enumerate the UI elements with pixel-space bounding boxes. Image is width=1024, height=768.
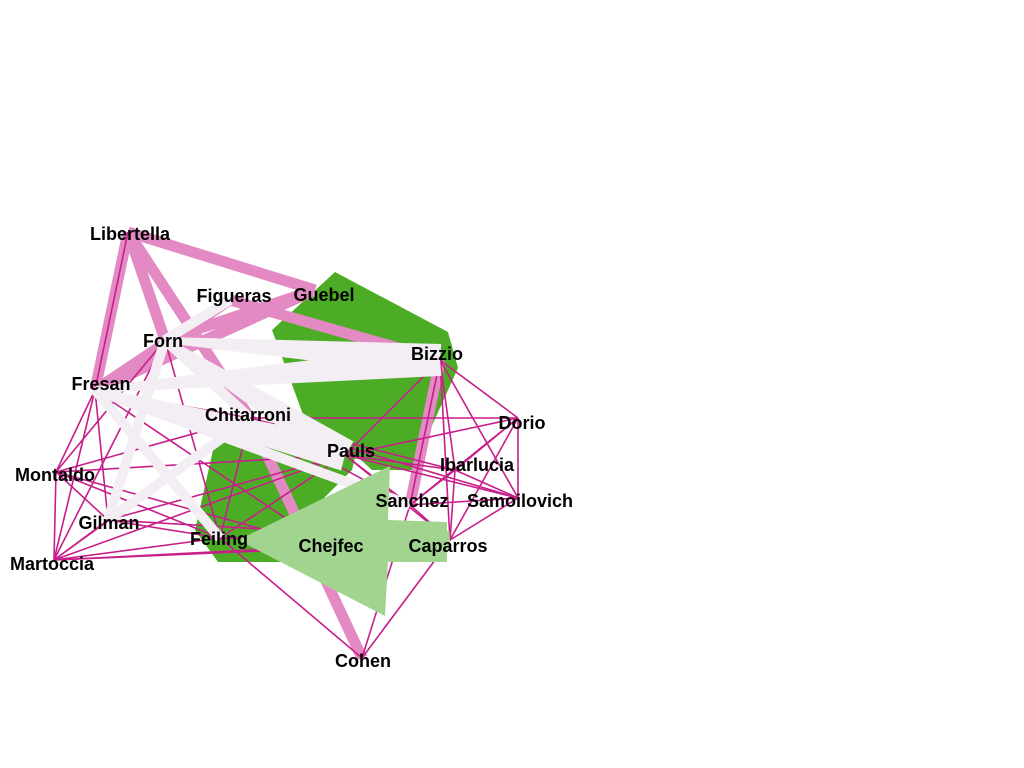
edge-fresan-feiling (91, 386, 224, 542)
edge-forn-figueras (162, 295, 233, 345)
edge-martoccia-forn (53, 339, 166, 561)
node-label-fresan: Fresan (71, 374, 130, 394)
edge-bizzio-caparros (439, 359, 451, 541)
edge-libertella-guebel (126, 226, 317, 296)
node-label-gilman: Gilman (78, 513, 139, 533)
edge-chejfec-caparros (329, 531, 451, 557)
edge-samoilovich-sanchez (409, 497, 519, 506)
node-label-forn: Forn (143, 331, 183, 351)
edge-fresan-libertella (94, 231, 129, 391)
edge-bizzio-sanchez (409, 359, 441, 506)
edge-bizzio-samoilovich (439, 359, 519, 499)
edge-martoccia-fresan (53, 389, 96, 561)
lightgreen-regions (238, 466, 451, 616)
node-label-guebel: Guebel (293, 285, 354, 305)
node-label-sanchez: Sanchez (375, 491, 448, 511)
edge-montaldo-gilman (55, 471, 109, 521)
node-label-libertella: Libertella (90, 224, 171, 244)
node-labels: Libertella Figueras Guebel Forn Bizzio Fresan… (10, 224, 573, 671)
node-label-pauls: Pauls (327, 441, 375, 461)
node-label-chitarroni: Chitarroni (205, 405, 291, 425)
node-label-cohen: Cohen (335, 651, 391, 671)
node-label-bizzio: Bizzio (411, 344, 463, 364)
edge-dorio-caparros (449, 417, 519, 541)
node-label-martoccia: Martoccia (10, 554, 95, 574)
node-label-caparros: Caparros (408, 536, 487, 556)
edge-samoilovich-ibarlucia (454, 469, 519, 499)
wedge-fresan-bizzio (94, 344, 442, 393)
node-label-figueras: Figueras (196, 286, 271, 306)
edge-montaldo-martoccia (53, 471, 57, 561)
edge-pauls-samoilovich (344, 454, 519, 499)
edge-feiling-forn (164, 339, 221, 539)
edge-ibarlucia-caparros (449, 469, 456, 541)
edge-forn-gilman (103, 338, 170, 522)
edge-pauls-dorio (344, 417, 519, 456)
edge-ibarlucia-sanchez (409, 469, 456, 506)
edge-gilman-fresan (94, 389, 109, 521)
node-label-chejfec: Chejfec (298, 536, 363, 556)
wedge-fresan-pauls (94, 387, 349, 471)
edge-samoilovich-caparros (449, 497, 519, 541)
node-label-dorio: Dorio (499, 413, 546, 433)
edge-montaldo-fresan (55, 389, 96, 473)
wedge-forn-pauls (163, 337, 354, 469)
node-label-feiling: Feiling (190, 529, 248, 549)
edge-bizzio-dorio (439, 359, 519, 419)
edge-gilman-feiling (107, 519, 221, 539)
edge-martoccia-feiling (53, 537, 221, 561)
edge-montaldo-pauls (55, 454, 346, 473)
pale-edges (91, 295, 442, 542)
node-label-samoilovich: Samoilovich (467, 491, 573, 511)
node-label-montaldo: Montaldo (15, 465, 95, 485)
edge-bizzio-ibarlucia (439, 359, 456, 471)
edge-montaldo-feiling (55, 471, 221, 539)
edge-cohen-feiling (219, 537, 363, 659)
node-label-ibarlucia: Ibarlucia (440, 455, 515, 475)
